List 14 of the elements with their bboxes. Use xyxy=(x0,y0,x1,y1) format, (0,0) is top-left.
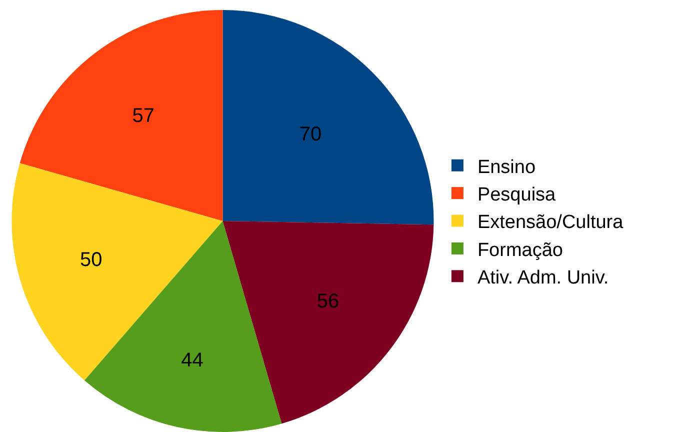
data-label: 70 xyxy=(299,124,322,146)
legend-label: Ensino xyxy=(477,156,536,178)
pie-slice xyxy=(20,10,223,221)
data-label: 44 xyxy=(181,349,204,372)
pie-slice xyxy=(222,10,434,225)
legend-label: Ativ. Adm. Univ. xyxy=(477,268,609,289)
legend-label: Pesquisa xyxy=(477,184,556,206)
data-label: 50 xyxy=(80,249,102,272)
data-label: 56 xyxy=(316,290,340,312)
data-label: 57 xyxy=(132,104,155,127)
pie-slice xyxy=(12,163,223,380)
legend-label: Formação xyxy=(477,240,563,261)
pie-slice xyxy=(222,221,434,424)
legend-label: Extensão/Cultura xyxy=(477,212,624,234)
